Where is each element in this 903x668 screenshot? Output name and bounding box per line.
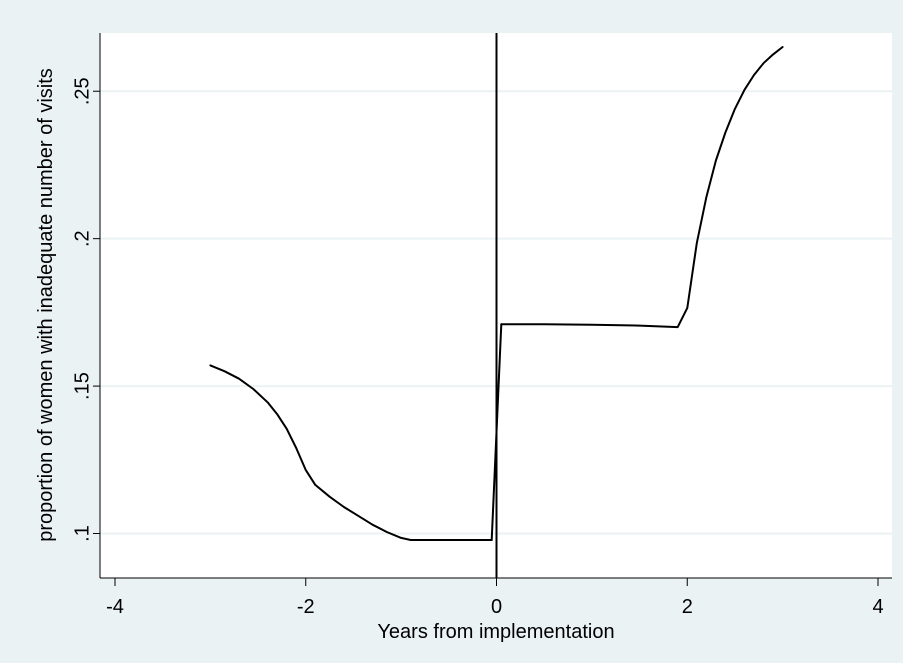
data-lines: [209, 33, 784, 578]
x-tick-label: -2: [297, 596, 315, 618]
y-axis-title: proportion of women with inadequate numb…: [35, 68, 57, 542]
x-tick-label: 4: [872, 596, 883, 618]
series-line-2: [490, 323, 503, 541]
x-tick-label: 0: [491, 596, 502, 618]
series-line-1: [209, 364, 493, 541]
ticks: .1 .15 .2 .25 -4 -2 0 2 4: [71, 77, 883, 618]
x-tick-label: 2: [682, 596, 693, 618]
y-tick-label: .1: [71, 525, 93, 542]
y-tick-label: .2: [71, 230, 93, 247]
series-line-3: [500, 46, 784, 329]
y-tick-label: .25: [71, 77, 93, 105]
x-tick-label: -4: [106, 596, 124, 618]
y-tick-label: .15: [71, 372, 93, 400]
x-axis-title: Years from implementation: [377, 621, 614, 643]
